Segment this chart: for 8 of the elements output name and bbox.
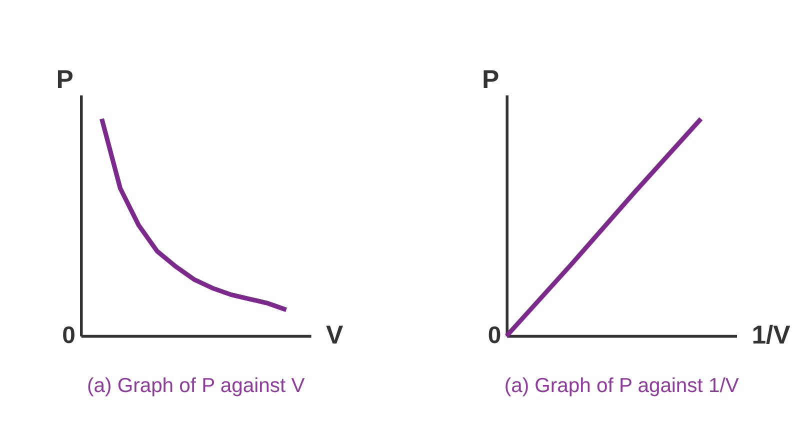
y-axis-title: P xyxy=(482,66,500,94)
x-axis-title: 1/V xyxy=(752,322,790,350)
text: (a) Graph of P against 1/V xyxy=(504,374,740,397)
text: (a) Graph of P against V xyxy=(87,374,306,397)
text: 0 xyxy=(488,322,502,350)
x-axis-title: V xyxy=(326,322,344,350)
y-axis-title: P xyxy=(56,66,74,94)
text: 0 xyxy=(62,322,76,350)
